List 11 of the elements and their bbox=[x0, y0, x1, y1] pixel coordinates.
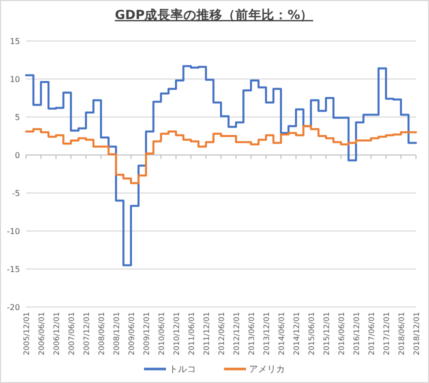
y-tick-label: 5 bbox=[14, 112, 20, 122]
y-tick-label: 0 bbox=[14, 150, 20, 160]
y-tick-label: 15 bbox=[10, 36, 20, 46]
y-tick-label: -15 bbox=[6, 264, 20, 274]
y-tick-label: -10 bbox=[6, 226, 20, 236]
y-tick-label: -5 bbox=[12, 188, 20, 198]
legend-label: アメリカ bbox=[249, 365, 285, 376]
legend-label: トルコ bbox=[169, 365, 196, 376]
y-tick-label: 10 bbox=[10, 74, 20, 84]
chart-title: GDP成長率の推移（前年比：%） bbox=[114, 7, 314, 22]
y-tick-label: -20 bbox=[6, 302, 20, 312]
